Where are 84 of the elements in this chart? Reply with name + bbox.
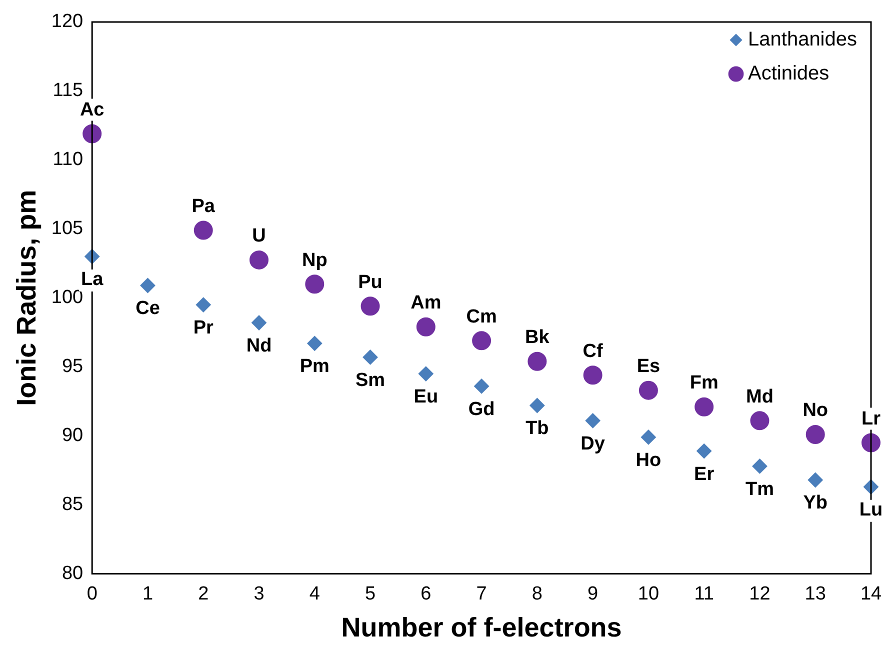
- point: [583, 366, 602, 385]
- data-label: Ho: [636, 450, 662, 471]
- point: [750, 411, 770, 430]
- x-tick-label: 6: [420, 583, 432, 604]
- data-label: Np: [302, 250, 328, 271]
- data-label: Tm: [745, 478, 774, 500]
- x-tick-label: 9: [588, 583, 598, 604]
- y-tick-label: 100: [51, 287, 84, 308]
- point: [305, 274, 324, 294]
- x-tick-label: 3: [254, 583, 264, 604]
- data-label: La: [81, 269, 104, 290]
- data-label: Ac: [80, 99, 105, 120]
- data-label: Cm: [466, 306, 497, 328]
- data-label: Lr: [862, 408, 882, 430]
- x-tick-label: 10: [638, 583, 660, 604]
- point: [640, 430, 656, 445]
- point: [416, 317, 436, 336]
- data-label: Fm: [690, 372, 718, 394]
- point: [638, 380, 658, 400]
- point: [82, 124, 102, 144]
- x-tick-label: 7: [476, 583, 487, 604]
- point: [585, 413, 600, 428]
- point: [806, 424, 825, 444]
- data-label: Pm: [300, 356, 330, 378]
- data-label: Gd: [468, 398, 495, 420]
- data-label: Yb: [803, 492, 828, 514]
- point: [752, 458, 768, 474]
- x-tick-label: 11: [694, 583, 714, 604]
- data-label: Sm: [355, 370, 386, 391]
- point: [472, 331, 492, 350]
- y-tick-label: 110: [52, 149, 84, 170]
- data-label: Am: [410, 292, 442, 314]
- point: [360, 296, 380, 316]
- y-tick-label: 95: [62, 356, 84, 378]
- x-axis-title: Number of f-electrons: [341, 612, 622, 642]
- point: [362, 350, 378, 365]
- data-label: Dy: [580, 433, 606, 454]
- y-axis-title: Ionic Radius, pm: [12, 190, 42, 406]
- x-tick-label: 5: [364, 583, 376, 604]
- point: [252, 315, 267, 330]
- y-tick-label: 85: [62, 494, 84, 516]
- x-tick-label: 13: [804, 583, 826, 604]
- data-label: Cf: [582, 340, 604, 362]
- legend-label: Actinides: [748, 62, 830, 85]
- point: [418, 366, 434, 382]
- legend-label: Lanthanides: [748, 28, 857, 51]
- x-tick-label: 4: [309, 583, 320, 604]
- data-label: Pa: [192, 196, 216, 218]
- data-label: Pr: [193, 318, 214, 339]
- y-tick-label: 90: [62, 425, 84, 446]
- data-label: Pu: [358, 272, 382, 293]
- data-label: Lu: [859, 500, 883, 521]
- data-label: U: [252, 226, 266, 247]
- y-tick-label: 80: [62, 563, 84, 584]
- data-label: Es: [636, 356, 660, 378]
- point: [694, 397, 714, 416]
- x-tick-label: 2: [198, 583, 209, 604]
- point: [474, 378, 490, 394]
- data-label: Tb: [526, 418, 549, 440]
- data-label: Bk: [525, 327, 550, 348]
- y-tick-label: 105: [51, 218, 84, 240]
- data-label: Eu: [414, 386, 438, 408]
- point: [250, 250, 269, 270]
- point: [862, 433, 880, 452]
- x-tick-label: 1: [142, 583, 154, 604]
- data-label: Ce: [136, 298, 160, 320]
- point: [307, 336, 322, 351]
- x-tick-label: 14: [860, 583, 882, 604]
- point: [696, 444, 712, 459]
- x-tick-label: 0: [86, 583, 98, 604]
- x-tick-label: 12: [749, 583, 770, 604]
- point: [196, 297, 211, 312]
- point: [528, 352, 547, 371]
- y-tick-label: 115: [52, 80, 84, 102]
- data-label: Nd: [246, 335, 272, 356]
- point: [530, 398, 545, 413]
- point: [140, 278, 156, 293]
- point: [194, 220, 213, 240]
- y-tick-label: 120: [51, 11, 84, 32]
- x-tick-label: 8: [532, 583, 542, 604]
- data-label: No: [802, 400, 828, 422]
- point: [808, 472, 823, 488]
- data-label: Md: [746, 386, 774, 408]
- data-label: Er: [694, 464, 715, 485]
